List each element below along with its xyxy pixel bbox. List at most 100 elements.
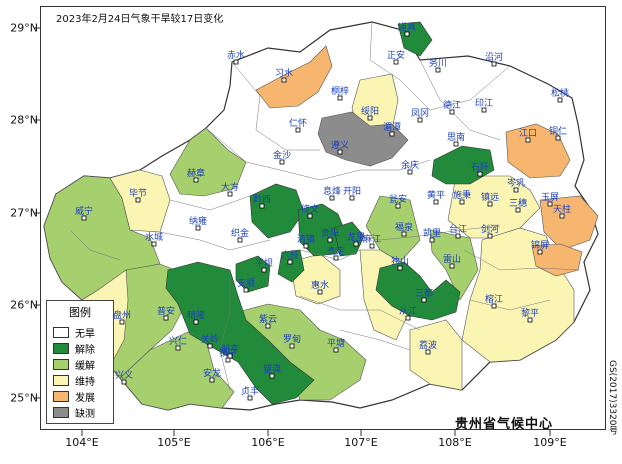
city-label: 黔西 <box>253 193 271 205</box>
city-label: 毕节 <box>129 187 147 199</box>
map-approval-code: GS(2017)3320号 <box>607 360 617 435</box>
city-marker <box>329 195 335 201</box>
city-marker <box>327 237 333 243</box>
city-label: 水城 <box>145 231 163 243</box>
lon-label: 104°E <box>65 436 99 449</box>
city-marker <box>559 213 565 219</box>
city-label: 天柱 <box>553 203 571 215</box>
city-label: 修文 <box>301 203 319 215</box>
city-label: 平坝 <box>255 258 273 269</box>
city-marker <box>317 289 323 295</box>
city-label: 独山 <box>391 255 409 267</box>
city-label: 黄平 <box>427 189 445 201</box>
city-marker <box>425 349 431 355</box>
city-marker <box>481 107 487 113</box>
city-marker <box>333 255 339 261</box>
city-marker <box>289 343 295 349</box>
city-marker <box>397 265 403 271</box>
city-marker <box>367 115 373 121</box>
relieved-regions <box>165 21 495 405</box>
city-marker <box>459 199 465 205</box>
city-label: 福泉 <box>395 221 413 233</box>
city-marker <box>513 187 519 193</box>
city-marker <box>449 109 455 115</box>
city-marker <box>429 237 435 243</box>
county-lines <box>69 21 581 391</box>
city-marker <box>261 267 267 273</box>
city-marker <box>333 347 339 353</box>
legend-item: 缓解 <box>53 357 95 372</box>
city-label: 安龙 <box>203 367 221 379</box>
legend-swatch <box>53 390 69 402</box>
city-marker <box>307 213 313 219</box>
city-marker <box>369 243 375 249</box>
lon-label: 108°E <box>438 436 472 449</box>
city-marker <box>389 131 395 137</box>
legend-item: 维持 <box>53 373 95 388</box>
city-marker <box>477 171 483 177</box>
city-label: 印江 <box>475 97 493 109</box>
city-label: 余庆 <box>401 159 419 171</box>
city-label: 从江 <box>399 306 417 317</box>
map-title: 2023年2月24日气象干旱较17日变化 <box>56 14 224 25</box>
city-marker <box>487 201 493 207</box>
legend-label: 发展 <box>75 392 95 404</box>
city-label: 织金 <box>231 227 249 239</box>
city-label: 镇远 <box>481 191 499 203</box>
legend-label: 缓解 <box>75 360 95 372</box>
city-label: 关岭 <box>201 333 219 345</box>
city-marker <box>405 315 411 321</box>
city-marker <box>121 379 127 385</box>
legend-title: 图例 <box>69 306 91 319</box>
city-label: 赫章 <box>187 167 205 179</box>
city-label: 开阳 <box>343 186 361 197</box>
city-label: 桐梓 <box>331 85 349 97</box>
city-marker <box>195 225 201 231</box>
city-label: 玉屏 <box>541 192 559 203</box>
city-label: 望谟 <box>263 363 281 375</box>
city-label: 道真 <box>398 21 416 33</box>
city-label: 金沙 <box>273 149 291 161</box>
city-label: 湄潭 <box>383 122 401 133</box>
city-label: 绥阳 <box>361 106 379 117</box>
credit-text: 贵州省气候中心 <box>455 417 554 432</box>
city-label: 纳雍 <box>189 215 207 227</box>
city-marker <box>433 199 439 205</box>
city-label: 黎平 <box>521 307 539 319</box>
city-label: 习水 <box>275 67 293 79</box>
city-label: 威宁 <box>75 205 93 217</box>
legend-item: 发展 <box>53 389 95 404</box>
city-label: 三都 <box>415 288 433 299</box>
city-marker <box>449 263 455 269</box>
city-label: 兴义 <box>115 370 133 381</box>
city-marker <box>435 67 441 73</box>
city-marker <box>163 315 169 321</box>
city-marker <box>233 59 239 65</box>
lon-label: 107°E <box>344 436 378 449</box>
city-marker <box>395 203 401 209</box>
legend-item: 解除 <box>53 341 95 356</box>
city-marker <box>455 233 461 239</box>
city-label: 惠水 <box>311 279 329 291</box>
city-label: 施秉 <box>453 189 471 201</box>
city-label: 麻江 <box>363 233 381 245</box>
city-marker <box>555 135 561 141</box>
city-label: 安顺 <box>237 277 255 289</box>
city-marker <box>337 149 343 155</box>
city-label: 务川 <box>429 57 447 69</box>
legend-label: 维持 <box>75 376 95 388</box>
city-label: 铜仁 <box>549 125 567 137</box>
city-label: 息烽 <box>323 185 341 197</box>
city-marker <box>259 203 265 209</box>
city-marker <box>421 297 427 303</box>
city-label: 江口 <box>519 128 537 139</box>
city-label: 遵义 <box>331 139 349 151</box>
city-marker <box>393 59 399 65</box>
city-marker <box>135 197 141 203</box>
city-label: 剑河 <box>481 223 499 235</box>
city-label: 德江 <box>443 99 461 111</box>
lat-label: 26°N <box>10 298 38 312</box>
city-label: 正安 <box>387 49 405 61</box>
city-label: 台江 <box>449 223 467 235</box>
